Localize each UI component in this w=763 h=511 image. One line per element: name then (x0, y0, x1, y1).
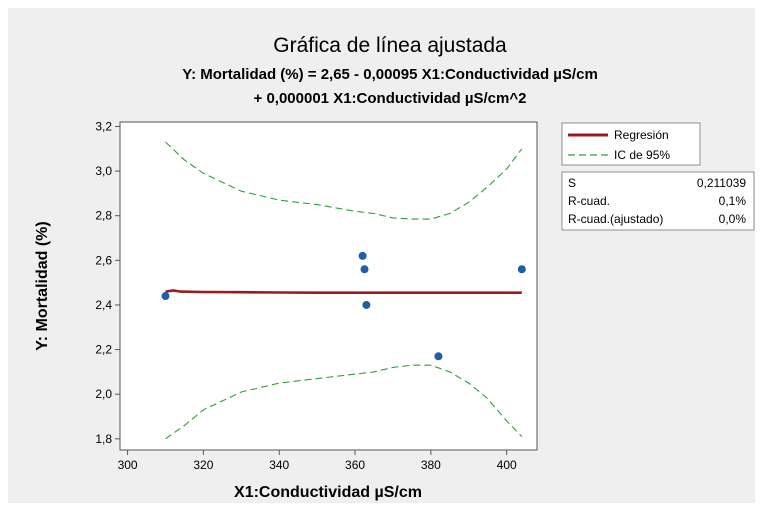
x-tick-label: 380 (421, 458, 441, 472)
series-layer (165, 141, 523, 440)
x-axis-label: X1:Conductividad µS/cm (234, 484, 422, 501)
points-layer (161, 251, 526, 361)
y-tick-label: 2,6 (95, 253, 112, 267)
chart-subtitle-line1: Y: Mortalidad (%) = 2,65 - 0,00095 X1:Co… (182, 66, 598, 83)
stat-value-rcuad: 0,1% (719, 194, 747, 208)
plot-area (119, 121, 538, 451)
x-tick-label: 320 (193, 458, 213, 472)
chart-subtitle-line2: + 0,000001 X1:Conductividad µS/cm^2 (254, 90, 527, 107)
data-point (358, 251, 367, 260)
y-tick-label: 1,8 (95, 432, 112, 446)
ci-upper-line (165, 141, 523, 220)
data-point (360, 265, 369, 274)
stats-box (561, 171, 755, 231)
legend: Regresión IC de 95% (561, 122, 701, 166)
legend-label-ic: IC de 95% (614, 148, 670, 162)
ci-lower-line (165, 364, 523, 440)
stat-label-rcuad-ajustado: R-cuad.(ajustado) (568, 212, 663, 226)
data-point (434, 352, 443, 361)
y-tick-label: 2,4 (95, 298, 112, 312)
regression-line (165, 289, 522, 294)
stat-label-s: S (568, 176, 576, 190)
y-tick-label: 2,0 (95, 387, 112, 401)
legend-label-regresion: Regresión (614, 128, 669, 142)
x-tick-label: 300 (118, 458, 138, 472)
x-tick-label: 360 (345, 458, 365, 472)
stat-label-rcuad: R-cuad. (568, 194, 610, 208)
y-tick-label: 2,8 (95, 209, 112, 223)
stat-value-s: 0,211039 (697, 176, 746, 190)
stats-table: S 0,211039 R-cuad. 0,1% R-cuad.(ajustado… (561, 171, 755, 231)
chart-title: Gráfica de línea ajustada (273, 34, 507, 57)
data-point (517, 265, 526, 274)
legend-box (561, 122, 701, 166)
y-axis-label: Y: Mortalidad (%) (34, 221, 51, 350)
y-tick-label: 3,0 (95, 164, 112, 178)
x-tick-label: 400 (497, 458, 517, 472)
y-tick-label: 2,2 (95, 343, 112, 357)
data-point (362, 300, 371, 309)
stat-value-rcuad-ajustado: 0,0% (719, 212, 747, 226)
y-tick-label: 3,2 (95, 119, 112, 133)
x-tick-label: 340 (269, 458, 289, 472)
axis-ticks: 300 320 340 360 380 400 1,8 2,0 2,2 2,4 2,6 2,8 3,0 3… (95, 119, 517, 472)
data-point (161, 292, 170, 301)
